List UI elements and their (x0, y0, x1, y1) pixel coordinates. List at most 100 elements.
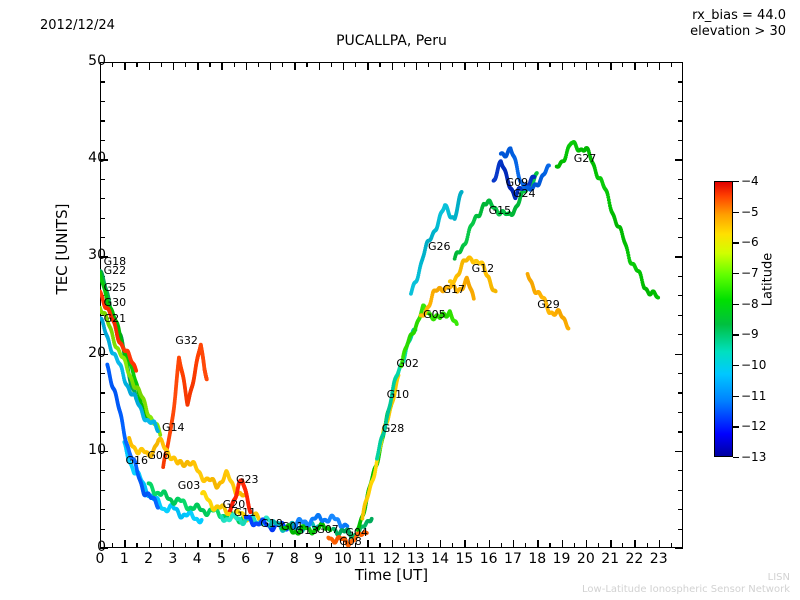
y-minor-tick (100, 178, 105, 180)
y-tick-mark-right (675, 548, 683, 550)
series-G08 (326, 530, 369, 548)
x-minor-tick (112, 543, 114, 548)
x-minor-tick (500, 62, 502, 67)
y-minor-tick (678, 120, 683, 122)
x-tick-label: 8 (289, 551, 299, 567)
y-tick-mark-right (675, 450, 683, 453)
y-minor-tick (678, 275, 683, 278)
x-minor-tick (403, 62, 405, 67)
satellite-label-G10: G10 (386, 388, 410, 402)
y-tick-mark-right (675, 353, 683, 355)
series-G13 (280, 521, 333, 536)
x-minor-tick (136, 543, 138, 548)
y-minor-tick (678, 528, 683, 530)
series-G27 (554, 140, 661, 300)
y-minor-tick (100, 139, 105, 141)
x-tick-mark (318, 62, 321, 70)
x-tick-mark (391, 62, 393, 70)
x-tick-mark (367, 540, 369, 548)
satellite-label-G15: G15 (488, 203, 512, 217)
x-minor-tick (500, 543, 502, 548)
y-minor-tick (100, 334, 105, 336)
y-tick-label: 0 (97, 539, 106, 555)
x-minor-tick (549, 543, 551, 548)
y-minor-tick (678, 295, 683, 297)
x-minor-tick (573, 543, 575, 548)
y-tick-mark (100, 159, 108, 161)
satellite-label-G02: G02 (396, 357, 419, 371)
chart-title: PUCALLPA, Peru (336, 33, 447, 49)
x-tick-label: 7 (265, 551, 275, 567)
x-tick-mark (342, 62, 345, 70)
x-tick-label: 1 (119, 551, 129, 567)
satellite-label-G18: G18 (103, 255, 127, 269)
watermark-line-2: Low-Latitude Ionospheric Sensor Network (582, 584, 790, 595)
series-G16 (105, 362, 160, 510)
satellite-label-G07: G07 (316, 522, 339, 536)
satellite-label-G22: G22 (103, 263, 127, 277)
satellite-label-G05: G05 (423, 307, 446, 321)
x-minor-tick (573, 62, 575, 67)
x-minor-tick (185, 543, 187, 548)
x-minor-tick (112, 62, 114, 67)
colorbar-tick-mark (733, 303, 739, 305)
x-tick-mark (658, 62, 661, 70)
x-tick-mark (294, 62, 296, 70)
x-tick-mark (221, 62, 223, 70)
x-minor-tick (597, 543, 600, 548)
x-tick-mark (634, 62, 636, 70)
x-minor-tick (355, 543, 357, 548)
colorbar-tick-mark (733, 181, 739, 183)
y-tick-mark (100, 450, 108, 453)
x-tick-mark (610, 62, 612, 70)
satellite-label-G26: G26 (427, 239, 451, 253)
x-minor-tick (549, 62, 551, 67)
x-minor-tick (379, 543, 381, 548)
data-series-plot (100, 140, 661, 548)
y-minor-tick (678, 392, 683, 394)
x-tick-label: 13 (406, 551, 425, 567)
x-minor-tick (160, 543, 162, 548)
x-tick-label: 11 (358, 551, 377, 567)
y-minor-tick (678, 373, 683, 375)
satellite-label-G17: G17 (442, 283, 466, 297)
colorbar-tick-label: −11 (741, 388, 767, 403)
x-minor-tick (670, 62, 673, 67)
y-tick-mark (100, 256, 108, 258)
series-G15 (452, 171, 539, 261)
x-minor-tick (622, 62, 624, 67)
y-tick-label: 40 (88, 150, 106, 167)
x-minor-tick (233, 543, 235, 548)
x-tick-mark (342, 540, 345, 548)
x-minor-tick (476, 543, 478, 548)
satellite-label-G12: G12 (471, 262, 495, 276)
x-tick-mark (658, 540, 661, 548)
colorbar-tick-mark (733, 242, 739, 244)
x-tick-mark (415, 540, 418, 548)
colorbar-tick-label: −12 (741, 419, 767, 434)
x-minor-tick (257, 543, 260, 548)
x-minor-tick (209, 62, 211, 67)
x-tick-mark (221, 540, 223, 548)
x-tick-label: 5 (216, 551, 226, 567)
x-tick-mark (440, 540, 442, 548)
satellite-label-G14: G14 (161, 421, 185, 435)
x-minor-tick (185, 62, 187, 67)
x-tick-mark (367, 62, 369, 70)
x-tick-label: 10 (333, 551, 352, 567)
x-tick-label: 17 (504, 551, 522, 567)
x-tick-label: 21 (601, 551, 620, 567)
y-minor-tick (100, 411, 105, 414)
x-minor-tick (330, 62, 332, 67)
x-tick-mark (197, 540, 199, 548)
y-minor-tick (678, 198, 683, 200)
series-G12 (447, 255, 498, 294)
satellite-label-G04: G04 (345, 526, 368, 540)
x-minor-tick (427, 543, 430, 548)
y-minor-tick (100, 373, 105, 375)
date-label: 2012/12/24 (40, 18, 115, 33)
x-tick-mark (537, 62, 539, 70)
x-tick-mark (561, 540, 563, 548)
series-G07 (292, 512, 350, 530)
satellite-label-G20: G20 (222, 498, 246, 512)
